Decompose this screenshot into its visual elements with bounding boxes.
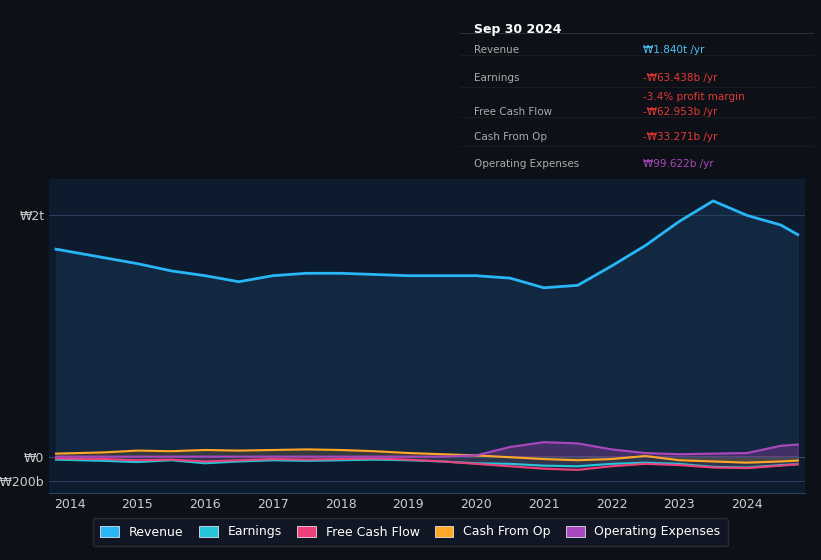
- Text: Revenue: Revenue: [474, 45, 519, 55]
- Text: ₩99.622b /yr: ₩99.622b /yr: [644, 159, 714, 169]
- Legend: Revenue, Earnings, Free Cash Flow, Cash From Op, Operating Expenses: Revenue, Earnings, Free Cash Flow, Cash …: [93, 518, 728, 546]
- Text: Earnings: Earnings: [474, 73, 520, 83]
- Text: Cash From Op: Cash From Op: [474, 132, 547, 142]
- Text: -₩63.438b /yr: -₩63.438b /yr: [644, 73, 718, 83]
- Text: ₩1.840t /yr: ₩1.840t /yr: [644, 45, 704, 55]
- Text: Free Cash Flow: Free Cash Flow: [474, 107, 552, 117]
- Text: -₩62.953b /yr: -₩62.953b /yr: [644, 107, 718, 117]
- Text: -₩33.271b /yr: -₩33.271b /yr: [644, 132, 718, 142]
- Text: Operating Expenses: Operating Expenses: [474, 159, 579, 169]
- Text: -3.4% profit margin: -3.4% profit margin: [644, 92, 745, 102]
- Text: Sep 30 2024: Sep 30 2024: [474, 23, 562, 36]
